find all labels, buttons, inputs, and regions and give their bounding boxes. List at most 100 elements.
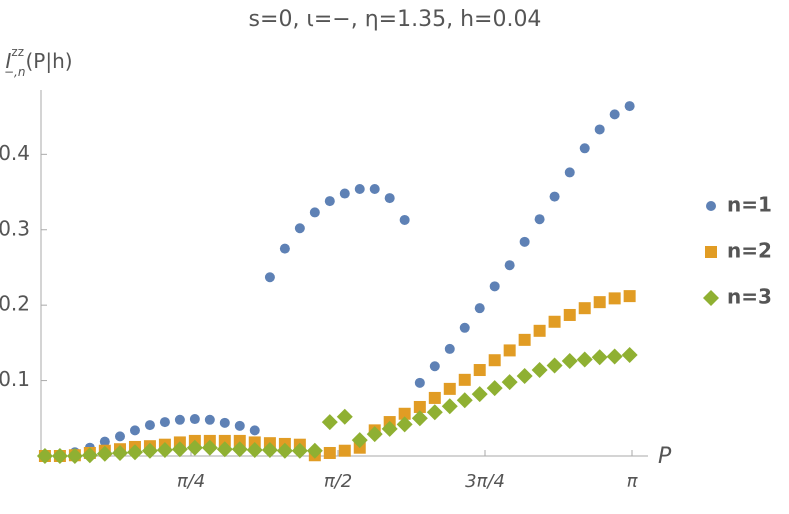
point xyxy=(141,442,158,459)
point xyxy=(261,441,278,458)
point xyxy=(291,442,308,459)
point xyxy=(471,386,488,403)
point xyxy=(66,448,83,464)
point xyxy=(504,260,515,271)
point xyxy=(426,404,443,421)
point xyxy=(219,417,230,428)
point xyxy=(458,373,471,386)
point xyxy=(474,303,485,314)
point xyxy=(398,407,411,420)
x-tick-label: π/2 xyxy=(324,471,352,492)
point xyxy=(516,368,533,385)
legend-marker xyxy=(703,290,719,306)
point xyxy=(414,377,425,388)
y-tick-label: 0.3 xyxy=(0,216,30,240)
point xyxy=(444,343,455,354)
x-axis-label: P xyxy=(658,444,672,469)
point xyxy=(624,101,635,112)
point xyxy=(351,432,368,449)
point xyxy=(578,302,591,315)
point xyxy=(309,207,320,218)
point xyxy=(234,420,245,431)
point xyxy=(366,426,383,443)
point xyxy=(519,236,530,247)
point xyxy=(338,444,351,457)
point xyxy=(561,352,578,369)
point xyxy=(264,272,275,283)
point xyxy=(399,214,410,225)
y-label-rest: (P|h) xyxy=(25,49,72,73)
point xyxy=(201,439,218,456)
point xyxy=(381,420,398,437)
point xyxy=(428,391,441,404)
point xyxy=(99,436,110,447)
point xyxy=(473,364,486,377)
legend-marker xyxy=(706,201,716,211)
point xyxy=(534,214,545,225)
point xyxy=(489,281,500,292)
y-label-sup: zz xyxy=(11,45,24,59)
x-tick-label: π xyxy=(627,471,639,492)
chart-title: s=0, ι=−, η=1.35, h=0.04 xyxy=(249,7,542,32)
point xyxy=(294,223,305,234)
point xyxy=(246,441,263,458)
point xyxy=(306,442,323,459)
point xyxy=(563,308,576,321)
point xyxy=(171,441,188,458)
point xyxy=(623,290,636,303)
point xyxy=(579,143,590,154)
point xyxy=(216,441,233,458)
point xyxy=(621,346,638,363)
point xyxy=(174,414,185,425)
point xyxy=(488,354,501,367)
point xyxy=(336,408,353,425)
point xyxy=(459,322,470,333)
point xyxy=(218,434,231,447)
point xyxy=(369,184,380,195)
point xyxy=(81,447,98,464)
point xyxy=(51,448,68,464)
legend-label: n=1 xyxy=(727,193,772,217)
point xyxy=(186,439,203,456)
point xyxy=(324,196,335,207)
x-tick-label: 3π/4 xyxy=(465,471,505,492)
point xyxy=(591,349,608,366)
y-tick-label: 0.1 xyxy=(0,367,30,391)
point xyxy=(593,296,606,309)
point xyxy=(279,243,290,254)
point xyxy=(501,374,518,391)
point xyxy=(411,410,428,427)
point xyxy=(96,445,113,462)
y-label-sub: −,n xyxy=(4,65,25,79)
point xyxy=(396,416,413,433)
point xyxy=(159,417,170,428)
point xyxy=(189,414,200,425)
point xyxy=(609,109,620,120)
point xyxy=(608,292,621,305)
point xyxy=(606,348,623,365)
point xyxy=(114,431,125,442)
point xyxy=(564,167,575,178)
y-tick-label: 0.4 xyxy=(0,141,30,165)
point xyxy=(518,333,531,346)
point xyxy=(231,441,248,458)
x-tick-label: π/4 xyxy=(177,471,205,492)
point xyxy=(321,414,338,431)
point xyxy=(429,361,440,372)
y-axis-label: Izz −,n(P|h) xyxy=(4,45,73,79)
point xyxy=(249,425,260,436)
point xyxy=(156,441,173,458)
point xyxy=(413,400,426,413)
point xyxy=(549,191,560,202)
point xyxy=(456,392,473,409)
y-tick-label: 0.2 xyxy=(0,292,30,316)
legend-label: n=3 xyxy=(727,285,772,309)
point xyxy=(533,324,546,337)
point xyxy=(546,357,563,374)
point xyxy=(486,380,503,397)
point xyxy=(503,344,516,357)
point xyxy=(441,398,458,415)
point xyxy=(233,434,246,447)
y-label-main: I xyxy=(5,49,11,73)
